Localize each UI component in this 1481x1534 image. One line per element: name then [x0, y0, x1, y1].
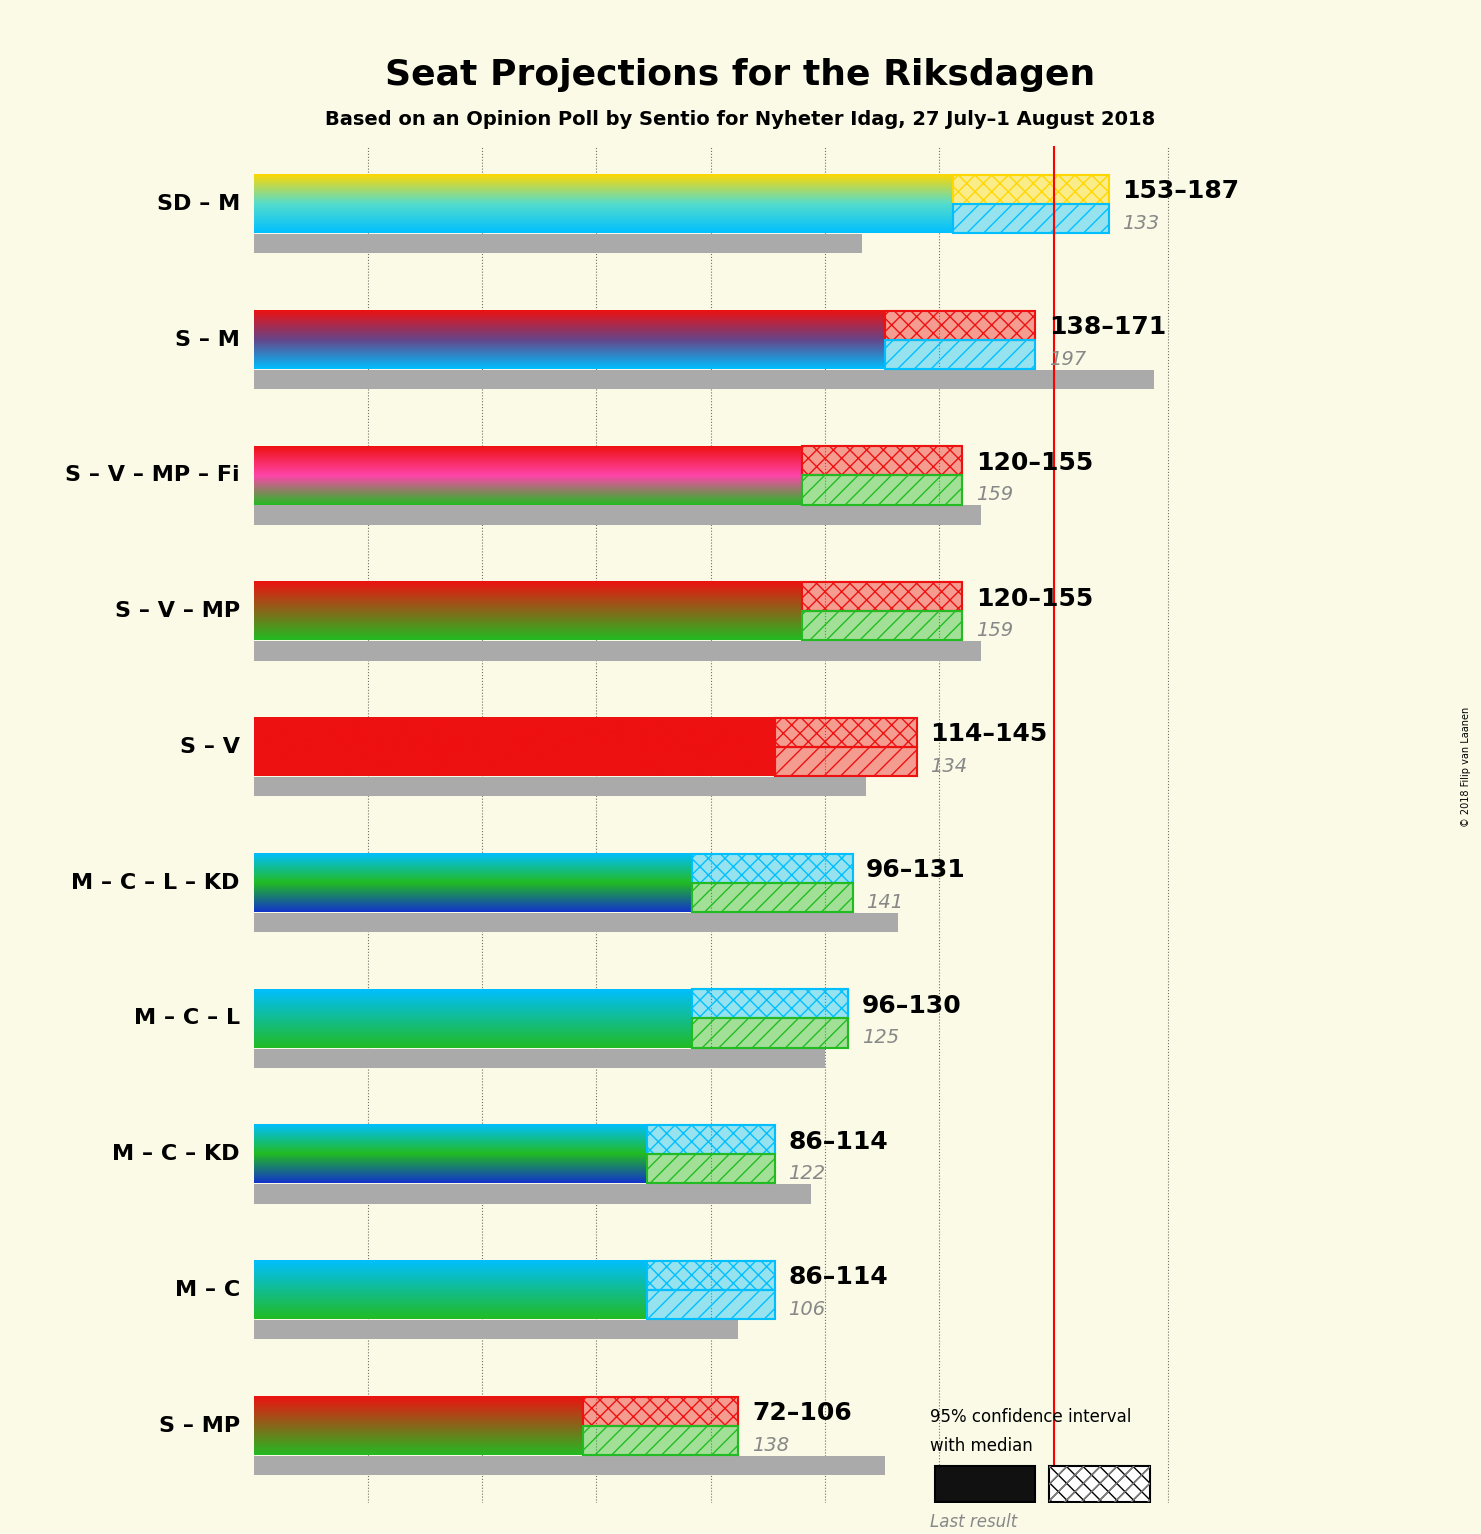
Text: Based on an Opinion Poll by Sentio for Nyheter Idag, 27 July–1 August 2018: Based on an Opinion Poll by Sentio for N…: [326, 110, 1155, 129]
Bar: [954, 175, 1109, 204]
Bar: [775, 718, 917, 747]
Bar: [253, 913, 899, 933]
Bar: [647, 1154, 775, 1183]
Text: 153–187: 153–187: [1123, 179, 1240, 204]
Bar: [693, 853, 853, 882]
Text: 72–106: 72–106: [752, 1401, 852, 1425]
Bar: [803, 581, 963, 611]
Text: SD – M: SD – M: [157, 193, 240, 213]
Bar: [803, 476, 963, 505]
Text: Seat Projections for the Riksdagen: Seat Projections for the Riksdagen: [385, 58, 1096, 92]
Bar: [647, 1124, 775, 1154]
Text: S – V – MP: S – V – MP: [114, 601, 240, 621]
Bar: [253, 778, 866, 796]
Bar: [803, 446, 963, 476]
Text: 96–131: 96–131: [866, 858, 966, 882]
Bar: [693, 882, 853, 911]
Text: M – C – L – KD: M – C – L – KD: [71, 873, 240, 893]
Bar: [884, 310, 1035, 339]
Bar: [647, 1261, 775, 1290]
Bar: [954, 204, 1109, 233]
Text: 96–130: 96–130: [862, 994, 961, 1019]
Text: S – V: S – V: [179, 736, 240, 756]
Bar: [803, 476, 963, 505]
Text: S – M: S – M: [175, 330, 240, 350]
Text: 106: 106: [788, 1299, 825, 1319]
Text: 120–155: 120–155: [976, 586, 1093, 611]
Bar: [647, 1124, 775, 1154]
Text: 197: 197: [1049, 350, 1086, 368]
Text: 138: 138: [752, 1436, 789, 1454]
Bar: [803, 581, 963, 611]
Bar: [954, 175, 1109, 204]
Bar: [647, 1290, 775, 1319]
Bar: [775, 718, 917, 747]
Bar: [582, 1425, 738, 1454]
Bar: [884, 339, 1035, 368]
Text: 125: 125: [862, 1028, 899, 1048]
Text: S – MP: S – MP: [158, 1416, 240, 1436]
Bar: [647, 1154, 775, 1183]
Text: 133: 133: [1123, 213, 1160, 233]
Bar: [253, 370, 1154, 390]
Bar: [693, 853, 853, 882]
Text: 95% confidence interval: 95% confidence interval: [930, 1408, 1131, 1425]
Bar: [935, 1522, 1149, 1534]
Bar: [582, 1396, 738, 1425]
Bar: [693, 1019, 849, 1048]
Bar: [884, 339, 1035, 368]
Bar: [775, 747, 917, 776]
Text: 120–155: 120–155: [976, 451, 1093, 476]
Bar: [1049, 1465, 1149, 1502]
Bar: [253, 506, 980, 525]
Bar: [693, 1019, 849, 1048]
Bar: [803, 446, 963, 476]
Text: 159: 159: [976, 621, 1013, 640]
Bar: [582, 1425, 738, 1454]
Text: S – V – MP – Fi: S – V – MP – Fi: [65, 465, 240, 485]
Text: © 2018 Filip van Laanen: © 2018 Filip van Laanen: [1460, 707, 1471, 827]
Text: Last result: Last result: [930, 1513, 1017, 1531]
Bar: [253, 1456, 884, 1476]
Text: with median: with median: [930, 1437, 1034, 1454]
Bar: [775, 747, 917, 776]
Text: M – C – L: M – C – L: [133, 1008, 240, 1028]
Bar: [954, 204, 1109, 233]
Bar: [253, 1184, 812, 1204]
Bar: [253, 641, 980, 661]
Text: 134: 134: [930, 756, 967, 776]
Text: 141: 141: [866, 893, 903, 911]
Bar: [693, 989, 849, 1019]
Bar: [935, 1465, 1035, 1502]
Bar: [647, 1290, 775, 1319]
Bar: [803, 611, 963, 640]
Text: 114–145: 114–145: [930, 723, 1047, 747]
Text: M – C – KD: M – C – KD: [113, 1144, 240, 1164]
Text: 86–114: 86–114: [788, 1266, 889, 1290]
Text: M – C: M – C: [175, 1279, 240, 1299]
Text: 122: 122: [788, 1164, 825, 1183]
Bar: [253, 1049, 825, 1068]
Bar: [647, 1261, 775, 1290]
Bar: [693, 989, 849, 1019]
Bar: [1049, 1465, 1149, 1502]
Bar: [582, 1396, 738, 1425]
Bar: [803, 611, 963, 640]
Bar: [693, 882, 853, 911]
Text: 159: 159: [976, 485, 1013, 505]
Bar: [253, 235, 862, 253]
Bar: [884, 310, 1035, 339]
Bar: [253, 1321, 738, 1339]
Text: 138–171: 138–171: [1049, 314, 1167, 339]
Text: 86–114: 86–114: [788, 1129, 889, 1154]
